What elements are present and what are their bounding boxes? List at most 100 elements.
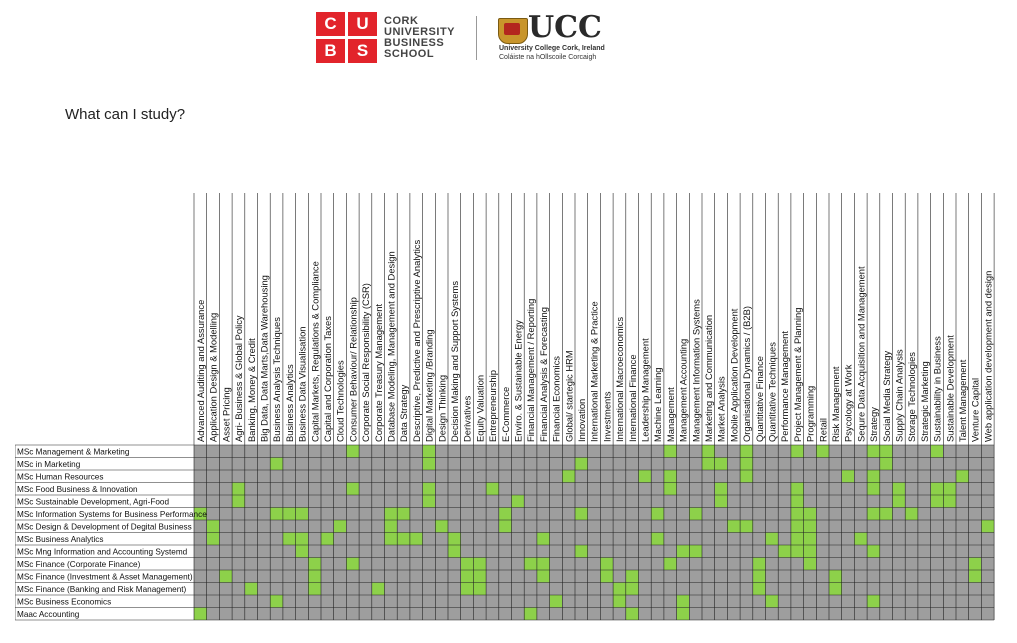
matrix-cell <box>562 545 575 558</box>
cubs-letter: U <box>348 12 377 36</box>
matrix-cell <box>714 507 728 520</box>
matrix-cell <box>257 495 271 508</box>
matrix-cell-marked <box>575 545 588 558</box>
matrix-cell <box>689 445 702 458</box>
matrix-cell <box>397 445 410 458</box>
matrix-cell-marked <box>536 557 550 570</box>
matrix-cell <box>714 545 728 558</box>
matrix-cell <box>244 557 258 570</box>
matrix-cell <box>371 457 385 470</box>
matrix-cell <box>498 457 512 470</box>
column-header: Psycology at Work <box>843 364 854 442</box>
matrix-cell-marked <box>663 445 677 458</box>
matrix-cell <box>727 595 741 608</box>
matrix-cell <box>359 457 372 470</box>
matrix-cell <box>740 595 753 608</box>
column-header: Marketing and Communication <box>703 315 714 442</box>
matrix-cell <box>816 582 829 595</box>
matrix-cell-marked <box>892 482 906 495</box>
matrix-cell-marked <box>956 470 969 483</box>
matrix-cell <box>676 495 690 508</box>
matrix-cell <box>206 582 220 595</box>
matrix-cell-marked <box>536 532 550 545</box>
matrix-cell <box>625 495 639 508</box>
matrix-cell <box>917 470 931 483</box>
matrix-cell <box>397 495 410 508</box>
matrix-cell <box>587 520 601 533</box>
matrix-cell <box>435 570 448 583</box>
matrix-cell <box>956 532 969 545</box>
matrix-cell <box>562 582 575 595</box>
matrix-cell <box>575 445 588 458</box>
matrix-cell-marked <box>943 495 956 508</box>
matrix-cell <box>727 582 741 595</box>
matrix-cell <box>486 595 499 608</box>
matrix-cell <box>943 582 956 595</box>
matrix-cell-marked <box>676 607 690 620</box>
matrix-cell <box>448 470 461 483</box>
column-header: Advanced Auditing and Assurance <box>195 300 206 442</box>
matrix-cell <box>765 520 779 533</box>
matrix-cell <box>879 545 893 558</box>
matrix-cell <box>257 470 271 483</box>
matrix-cell <box>587 557 601 570</box>
matrix-cell <box>765 570 779 583</box>
matrix-cell <box>321 595 334 608</box>
matrix-cell <box>676 470 690 483</box>
matrix-cell <box>892 532 906 545</box>
matrix-cell <box>435 532 448 545</box>
matrix-cell <box>651 457 664 470</box>
matrix-cell <box>562 595 575 608</box>
matrix-cell-marked <box>930 445 944 458</box>
matrix-cell <box>600 482 614 495</box>
matrix-cell <box>321 457 334 470</box>
matrix-cell <box>587 607 601 620</box>
column-header: Management Accounting <box>678 339 689 442</box>
matrix-cell <box>778 557 791 570</box>
matrix-cell <box>917 457 931 470</box>
matrix-cell <box>460 495 474 508</box>
matrix-cell <box>956 457 969 470</box>
matrix-cell <box>930 557 944 570</box>
matrix-cell <box>194 482 207 495</box>
matrix-cell-marked <box>371 582 385 595</box>
matrix-cell <box>562 570 575 583</box>
matrix-cell <box>600 457 614 470</box>
matrix-cell-marked <box>879 507 893 520</box>
matrix-cell <box>206 545 220 558</box>
matrix-cell <box>727 495 741 508</box>
matrix-cell <box>943 507 956 520</box>
matrix-cell-marked <box>867 445 880 458</box>
matrix-cell-marked <box>714 457 728 470</box>
matrix-cell <box>486 570 499 583</box>
matrix-cell <box>562 495 575 508</box>
matrix-cell <box>981 532 995 545</box>
matrix-cell-marked <box>740 520 753 533</box>
matrix-cell <box>257 445 271 458</box>
matrix-cell <box>321 495 334 508</box>
matrix-cell <box>841 570 855 583</box>
column-header: Descriptive, Predictive and Prescriptive… <box>411 240 422 442</box>
matrix-cell <box>232 532 245 545</box>
matrix-cell <box>486 520 499 533</box>
matrix-cell <box>498 532 512 545</box>
column-header: Machine Learning <box>652 367 663 442</box>
matrix-cell <box>689 595 702 608</box>
matrix-cell-marked <box>689 545 702 558</box>
matrix-cell <box>536 607 550 620</box>
matrix-cell <box>956 582 969 595</box>
matrix-cell-marked <box>473 582 487 595</box>
matrix-cell <box>943 595 956 608</box>
matrix-cell <box>981 457 995 470</box>
matrix-cell-marked <box>346 445 360 458</box>
matrix-cell-marked <box>625 570 639 583</box>
matrix-cell <box>359 445 372 458</box>
matrix-cell <box>397 457 410 470</box>
matrix-cell <box>244 495 258 508</box>
matrix-cell <box>219 507 233 520</box>
matrix-cell <box>956 545 969 558</box>
matrix-cell <box>498 557 512 570</box>
matrix-cell <box>460 457 474 470</box>
matrix-cell <box>371 545 385 558</box>
matrix-cell <box>448 607 461 620</box>
